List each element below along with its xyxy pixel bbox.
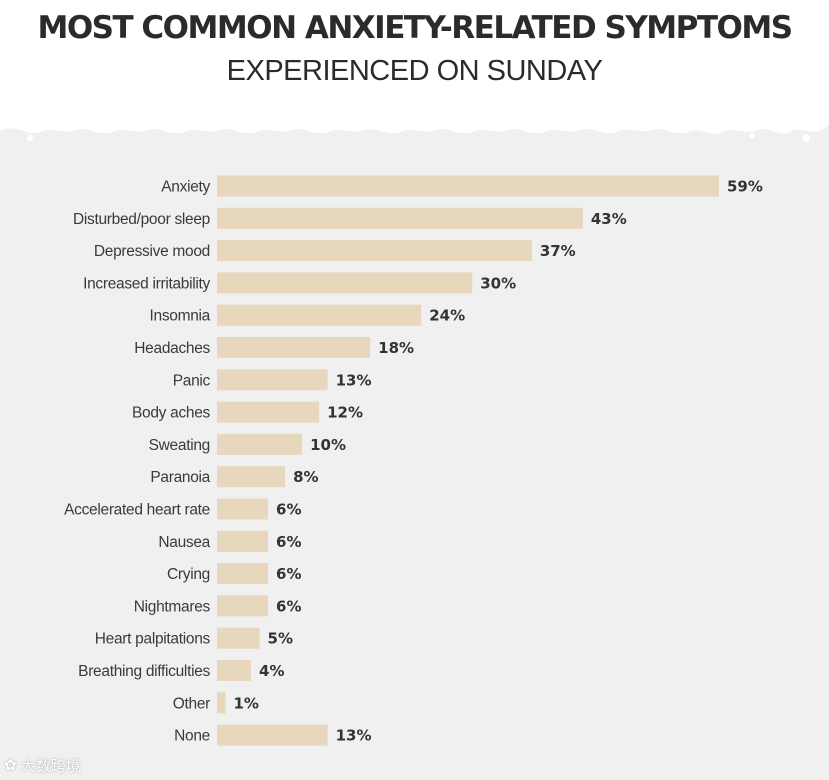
category-label: Panic — [173, 372, 211, 389]
value-label: 37% — [540, 242, 576, 260]
category-label: Nausea — [158, 534, 210, 551]
value-label: 6% — [276, 565, 301, 583]
watermark-text: 大数跨境 — [20, 756, 81, 775]
value-label: 6% — [276, 597, 301, 615]
value-label: 18% — [378, 339, 414, 357]
bar — [217, 563, 269, 585]
bar — [217, 207, 583, 229]
category-label: Sweating — [149, 437, 210, 454]
bar — [217, 466, 286, 488]
bar — [217, 692, 226, 714]
category-label: Other — [173, 695, 210, 712]
value-label: 5% — [268, 630, 293, 648]
torn-paper-edge — [0, 110, 829, 142]
category-label: Increased irritability — [83, 275, 210, 292]
value-label: 10% — [310, 436, 346, 454]
category-label: Accelerated heart rate — [64, 502, 210, 519]
category-label: Disturbed/poor sleep — [73, 211, 210, 228]
bar — [217, 595, 269, 617]
value-label: 6% — [276, 501, 301, 519]
category-label: Breathing difficulties — [78, 663, 210, 680]
bar — [217, 660, 252, 681]
category-label: Depressive mood — [94, 243, 210, 260]
bar — [217, 337, 371, 358]
value-label: 12% — [327, 404, 363, 422]
bar — [217, 272, 473, 294]
category-label: Heart palpitations — [95, 631, 211, 648]
category-label: Anxiety — [161, 179, 210, 196]
category-label: Body aches — [132, 405, 211, 422]
value-label: 13% — [336, 371, 372, 389]
value-label: 13% — [336, 727, 372, 745]
value-label: 24% — [429, 307, 465, 325]
category-label: None — [174, 728, 210, 745]
bar — [217, 530, 269, 552]
bar — [217, 369, 328, 391]
value-label: 30% — [480, 274, 516, 292]
category-label: Crying — [167, 566, 210, 583]
value-label: 4% — [259, 662, 284, 680]
bar — [217, 240, 532, 262]
category-label: Nightmares — [134, 598, 211, 615]
value-label: 1% — [234, 694, 259, 712]
bar — [217, 175, 719, 197]
value-label: 6% — [276, 533, 301, 551]
value-label: 8% — [293, 468, 318, 486]
chart-title-block: MOST COMMON ANXIETY-RELATED SYMPTOMS EXP… — [0, 0, 829, 110]
value-label: 43% — [591, 210, 627, 228]
category-label: Paranoia — [150, 469, 210, 486]
bar — [217, 627, 260, 649]
chart-title: MOST COMMON ANXIETY-RELATED SYMPTOMS — [37, 10, 793, 46]
paw-icon: ✿ — [4, 756, 17, 774]
bar — [217, 724, 328, 746]
bar — [217, 401, 320, 423]
category-label: Headaches — [134, 340, 210, 357]
bar — [217, 498, 269, 520]
value-label: 59% — [727, 178, 763, 196]
chart-subtitle: EXPERIENCED ON SUNDAY — [226, 55, 603, 87]
watermark: ✿ 大数跨境 — [4, 754, 81, 776]
category-label: Insomnia — [150, 308, 211, 325]
bar — [217, 433, 303, 455]
bar — [217, 304, 422, 326]
